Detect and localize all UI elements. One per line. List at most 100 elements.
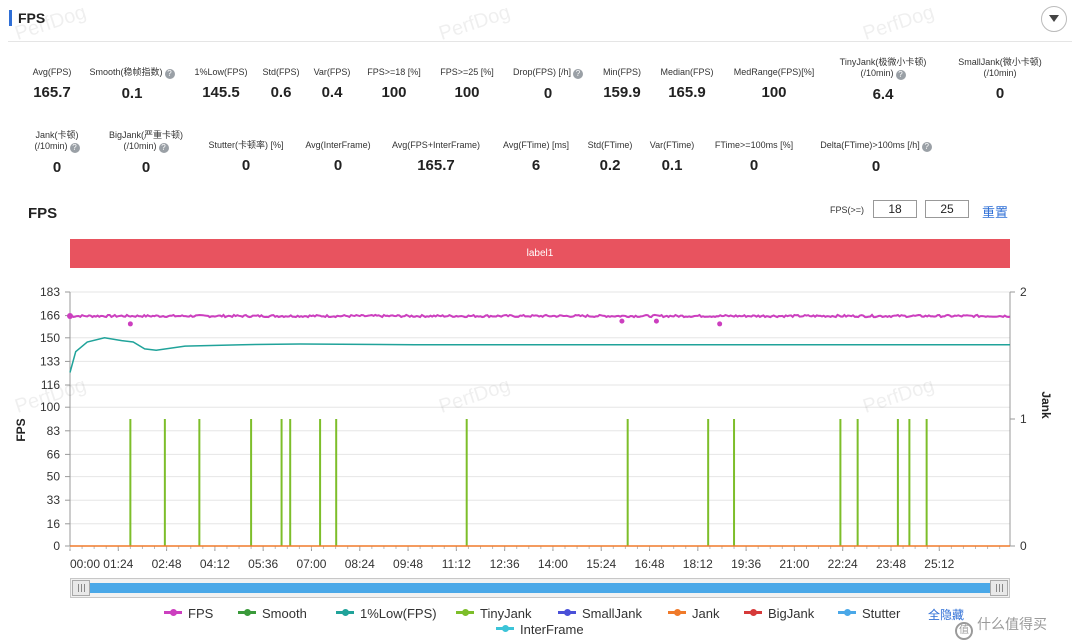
metric-label-text: Delta(FTime)>100ms [/h]	[820, 140, 920, 150]
metric-label: Delta(FTime)>100ms [/h]?	[816, 140, 936, 152]
metric-label: Var(FTime)	[612, 140, 732, 151]
legend-label: InterFrame	[520, 622, 584, 637]
metric-label: Median(FPS)	[627, 67, 747, 78]
metric-fps-ge-18: FPS>=18 [%] 100	[334, 67, 454, 102]
help-icon[interactable]: ?	[69, 143, 80, 153]
metric-var-fps: Var(FPS) 0.4	[272, 67, 392, 102]
legend-item[interactable]: Stutter	[838, 606, 900, 621]
legend-marker	[674, 609, 681, 617]
corner-brand-logo: 值什么值得买	[955, 614, 1047, 640]
y-tick-label: 16	[47, 517, 61, 531]
legend-item[interactable]: TinyJank	[456, 606, 532, 621]
metric-label-text: FPS>=18 [%]	[367, 67, 421, 77]
metric-smooth: Smooth(稳帧指数)? 0.1	[72, 67, 192, 103]
y-axis-title: FPS	[14, 418, 28, 441]
help-icon[interactable]: ?	[158, 143, 169, 153]
legend-item[interactable]: InterFrame	[496, 622, 584, 637]
slider-handle-right[interactable]	[990, 580, 1008, 596]
y-tick-label: 116	[41, 378, 60, 392]
metric-label-text: Avg(FTime) [ms]	[502, 140, 569, 150]
y-tick-label: 83	[47, 424, 61, 438]
x-tick-label: 09:48	[393, 557, 423, 571]
metric-label: Avg(InterFrame)	[278, 140, 398, 151]
metric-unit-text: (/10min)	[123, 141, 157, 151]
metric-label-text: 1%Low(FPS)	[194, 67, 248, 77]
collapse-button[interactable]	[1041, 6, 1067, 32]
y-tick-label: 100	[40, 400, 60, 414]
metric-label-text: Drop(FPS) [/h]	[512, 67, 571, 77]
metric-value: 6.4	[872, 86, 894, 103]
panel-divider	[8, 41, 1072, 42]
metric-label: Drop(FPS) [/h]?	[488, 67, 608, 79]
legend-item[interactable]: BigJank	[744, 606, 814, 621]
fps-threshold-input-1[interactable]	[873, 200, 917, 218]
metric-value: 0.6	[270, 84, 292, 101]
legend-label: Smooth	[262, 606, 307, 621]
legend-marker	[502, 625, 509, 633]
legend-item[interactable]: SmallJank	[558, 606, 642, 621]
slider-handle-left[interactable]	[72, 580, 90, 596]
metric-label-text: MedRange(FPS)[%]	[733, 67, 815, 77]
metric-avg-interframe: Avg(InterFrame) 0	[278, 140, 398, 175]
x-tick-label: 25:12	[924, 557, 954, 571]
metric-value: 6	[531, 157, 541, 174]
metric-smalljank: SmallJank(微小卡顿) (/10min) 0	[940, 57, 1060, 103]
help-icon[interactable]: ?	[164, 69, 175, 79]
reset-button[interactable]: 重置	[982, 205, 1009, 220]
legend-item[interactable]: Jank	[668, 606, 719, 621]
x-tick-label: 08:24	[345, 557, 375, 571]
y2-tick-label: 0	[1020, 539, 1027, 553]
legend-swatch	[164, 609, 182, 617]
x-tick-label: 01:24	[103, 557, 133, 571]
slider-range-fill[interactable]	[89, 583, 991, 593]
x-tick-label: 21:00	[779, 557, 809, 571]
metric-label: Stutter(卡顿率) [%]	[186, 140, 306, 151]
fps-threshold-input-2[interactable]	[925, 200, 969, 218]
metric-label: Var(FPS)	[272, 67, 392, 78]
label-band[interactable]: label1	[70, 239, 1010, 268]
x-tick-label: 04:12	[200, 557, 230, 571]
x-tick-label: 14:00	[538, 557, 568, 571]
metric-stutter: Stutter(卡顿率) [%] 0	[186, 140, 306, 175]
x-tick-label: 07:00	[296, 557, 326, 571]
legend-item[interactable]: FPS	[164, 606, 213, 621]
legend-item[interactable]: 1%Low(FPS)	[336, 606, 437, 621]
legend-label: BigJank	[768, 606, 815, 621]
metric-drop-fps: Drop(FPS) [/h]? 0	[488, 67, 608, 103]
metric-label-unit: (/10min)	[940, 68, 1060, 79]
metric-value: 165.7	[33, 84, 71, 101]
metric-unit-text: (/10min)	[860, 68, 894, 78]
metric-value: 0	[241, 157, 251, 174]
legend-label: TinyJank	[480, 606, 532, 621]
time-range-slider[interactable]	[70, 578, 1010, 598]
metric-label-text: Stutter(卡顿率) [%]	[208, 140, 284, 150]
metric-label-text: TinyJank(极微小卡顿)	[839, 57, 927, 67]
help-icon[interactable]: ?	[895, 70, 906, 80]
legend-label: Stutter	[862, 606, 901, 621]
metric-value: 0	[141, 159, 151, 176]
legend-swatch	[744, 609, 762, 617]
x-tick-label: 12:36	[490, 557, 520, 571]
y2-tick-label: 1	[1020, 412, 1027, 426]
fps-chart[interactable]: 0 16 33 50 66 83 100 116 133 150 166 183 0 1 2 FPS Jank 0…	[0, 280, 1080, 575]
legend-item[interactable]: Smooth	[238, 606, 307, 621]
fps-dip-point	[717, 321, 723, 327]
legend-label: SmallJank	[582, 606, 642, 621]
chart-legend: FPS Smooth 1%Low(FPS) TinyJank SmallJank Jank…	[0, 604, 1080, 644]
panel-header: FPS	[0, 0, 1080, 42]
metric-label: Std(FTime)	[550, 140, 670, 151]
fps-threshold-label: FPS(>=)	[830, 205, 865, 215]
legend-marker	[342, 609, 349, 617]
help-icon[interactable]: ?	[921, 142, 932, 152]
metric-value: 100	[454, 84, 480, 101]
metric-label: FTime>=100ms [%]	[694, 140, 814, 151]
metric-var-ftime: Var(FTime) 0.1	[612, 140, 732, 175]
metric-label-text: Jank(卡顿)	[35, 130, 79, 140]
metric-label-text: Median(FPS)	[660, 67, 714, 77]
metric-unit-text: (/10min)	[34, 141, 68, 151]
help-icon[interactable]: ?	[573, 69, 583, 79]
legend-toggle-all[interactable]: 全隐藏	[928, 608, 965, 622]
metric-value: 165.7	[417, 157, 455, 174]
legend-swatch	[336, 609, 354, 617]
metric-label: FPS>=18 [%]	[334, 67, 454, 78]
